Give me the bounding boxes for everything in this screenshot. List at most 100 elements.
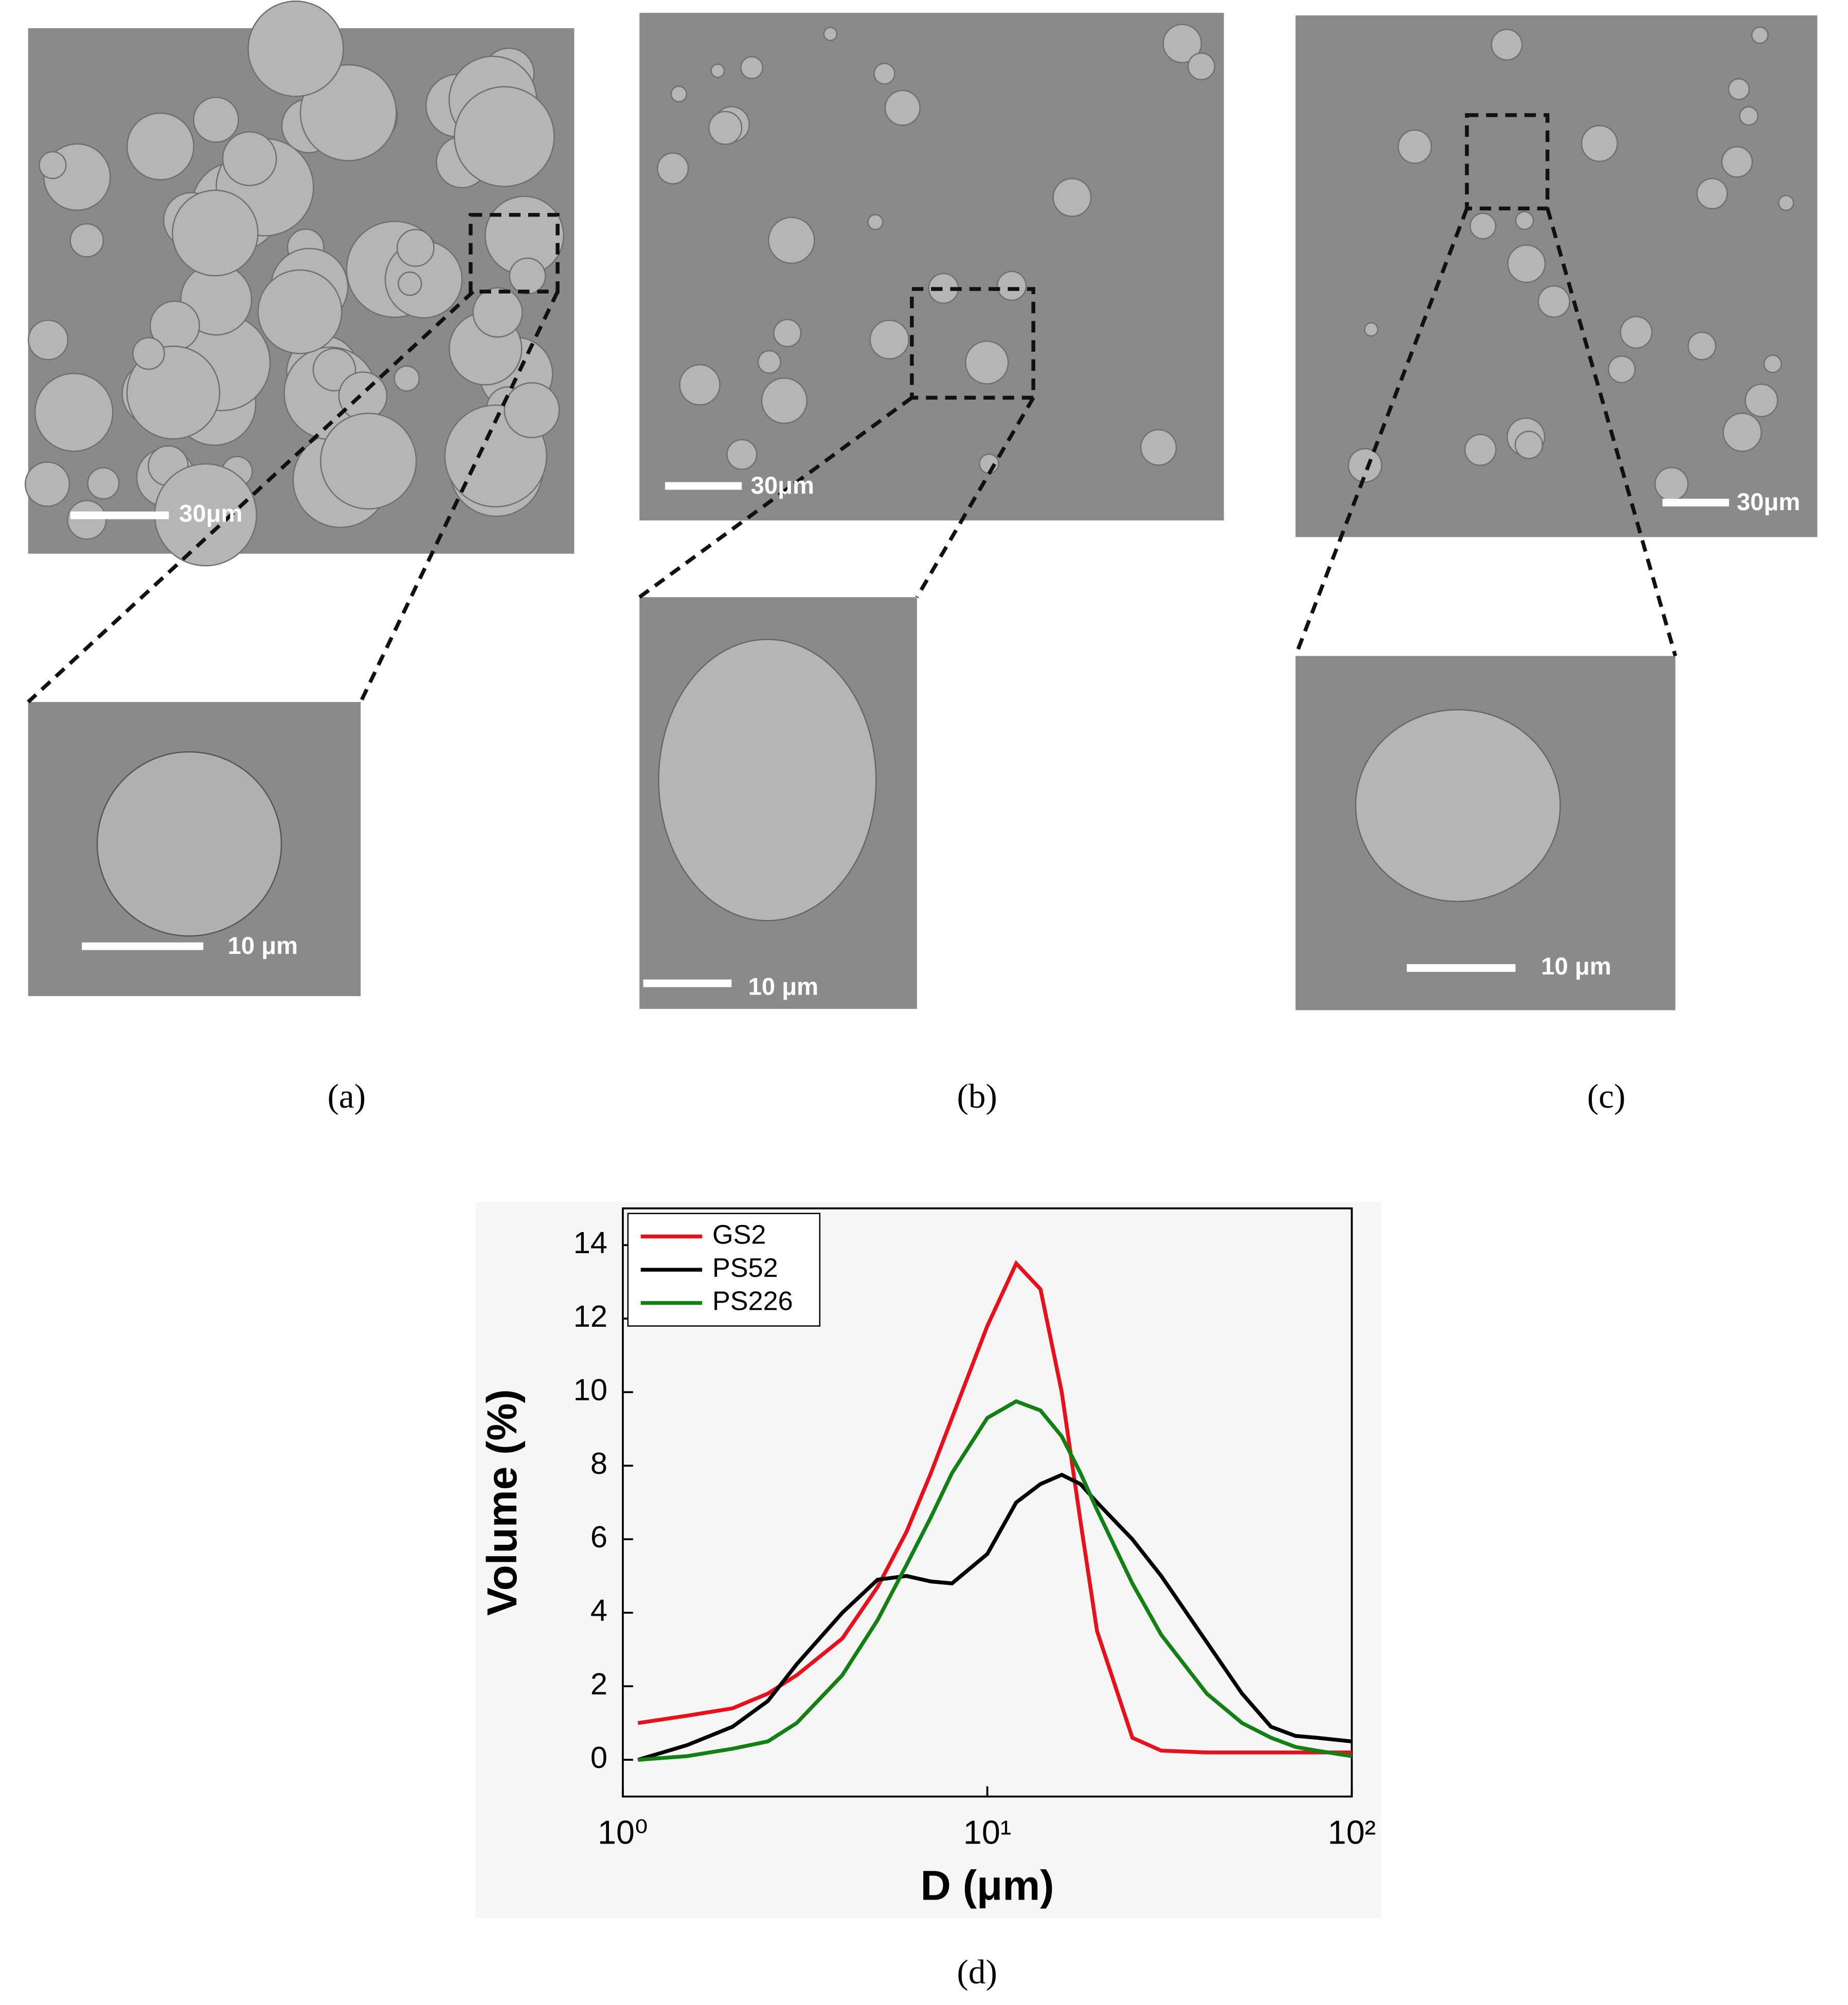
particle xyxy=(1728,78,1750,100)
particle xyxy=(1515,211,1534,230)
particle xyxy=(964,340,1009,385)
particle xyxy=(1363,322,1379,337)
particle xyxy=(1469,212,1497,240)
particle xyxy=(773,319,802,348)
particle xyxy=(1744,383,1779,418)
particle xyxy=(740,56,764,80)
y-tick-label: 0 xyxy=(590,1740,607,1775)
particle xyxy=(398,271,422,296)
scale-bars: 30μm 10 μm 30μm 10 μm 30μm 10 μm xyxy=(70,472,1800,1001)
particle xyxy=(823,27,838,41)
chart-background xyxy=(475,1202,1381,1918)
scale-label: 10 μm xyxy=(1541,953,1611,980)
particle xyxy=(28,319,69,360)
particle xyxy=(454,86,555,187)
zoom-line xyxy=(1294,208,1469,657)
particle xyxy=(126,112,194,180)
particle xyxy=(509,257,546,295)
particle xyxy=(1723,412,1762,452)
zoom-guides xyxy=(27,113,1677,703)
particle xyxy=(1751,26,1769,44)
particle xyxy=(873,63,895,85)
particle xyxy=(171,189,259,277)
particle xyxy=(1052,178,1092,217)
particle xyxy=(1537,285,1570,318)
scale-label: 10 μm xyxy=(228,932,298,960)
particle xyxy=(1763,354,1782,373)
zoom-box xyxy=(910,287,1035,400)
particle xyxy=(869,319,909,360)
particle xyxy=(96,751,282,937)
particle xyxy=(1464,433,1497,466)
particle xyxy=(1140,429,1177,466)
y-tick-label: 8 xyxy=(590,1446,607,1480)
particle xyxy=(504,382,560,439)
particle xyxy=(1778,194,1795,211)
sem-image xyxy=(1295,15,1818,537)
particle xyxy=(67,500,107,540)
scale-label: 30μm xyxy=(179,500,242,528)
y-tick-label: 12 xyxy=(573,1299,607,1333)
x-tick-label: 10⁰ xyxy=(598,1813,648,1851)
particle xyxy=(1514,430,1544,459)
particle xyxy=(1696,177,1728,210)
panel-label: (b) xyxy=(957,1077,997,1115)
particle xyxy=(884,89,921,126)
particle xyxy=(472,287,523,338)
particle xyxy=(396,229,435,267)
particle xyxy=(658,639,877,922)
particle xyxy=(1355,709,1561,902)
scale-label: 30μm xyxy=(1737,489,1800,516)
particle xyxy=(1348,448,1383,483)
particle xyxy=(710,63,725,78)
legend-label: PS52 xyxy=(712,1253,778,1283)
y-tick-label: 6 xyxy=(590,1520,607,1554)
panel-label: (d) xyxy=(957,1953,997,1991)
zoom-line xyxy=(915,396,1035,599)
particle xyxy=(193,97,239,143)
particle xyxy=(1739,106,1759,126)
scale-label: 10 μm xyxy=(748,973,819,1001)
particle xyxy=(39,151,67,179)
legend-label: GS2 xyxy=(712,1220,766,1250)
x-tick-label: 10² xyxy=(1328,1813,1376,1851)
data-line xyxy=(637,1472,1352,1762)
zoom-box xyxy=(469,213,560,294)
particle xyxy=(656,152,689,185)
particle xyxy=(670,85,688,103)
panel-label: (a) xyxy=(328,1077,366,1115)
particle xyxy=(393,365,420,392)
particle xyxy=(299,64,397,161)
particle xyxy=(87,467,120,500)
particle xyxy=(679,364,721,406)
y-tick-label: 2 xyxy=(590,1667,607,1701)
particle xyxy=(726,439,758,470)
particle xyxy=(24,461,70,507)
particle xyxy=(320,412,417,510)
particle xyxy=(69,223,104,258)
particle xyxy=(257,269,343,354)
particle xyxy=(222,131,277,186)
particle xyxy=(1688,331,1716,360)
particle xyxy=(1654,466,1689,501)
particle xyxy=(1507,244,1546,283)
particle xyxy=(708,111,743,145)
zoom-line xyxy=(27,290,475,703)
scale-label: 30μm xyxy=(751,472,814,499)
x-axis-title: D (μm) xyxy=(921,1862,1054,1909)
particle xyxy=(1721,146,1753,178)
data-line xyxy=(637,1399,1352,1762)
particle xyxy=(1581,124,1618,162)
particle xyxy=(338,371,388,421)
particle xyxy=(132,337,165,370)
panel-label: (c) xyxy=(1587,1077,1625,1115)
particle xyxy=(1162,24,1202,63)
y-tick-label: 4 xyxy=(590,1593,607,1628)
particle xyxy=(757,350,781,374)
particle xyxy=(761,377,808,424)
y-axis-title: Volume (%) xyxy=(479,1389,526,1616)
y-tick-label: 14 xyxy=(573,1225,607,1260)
